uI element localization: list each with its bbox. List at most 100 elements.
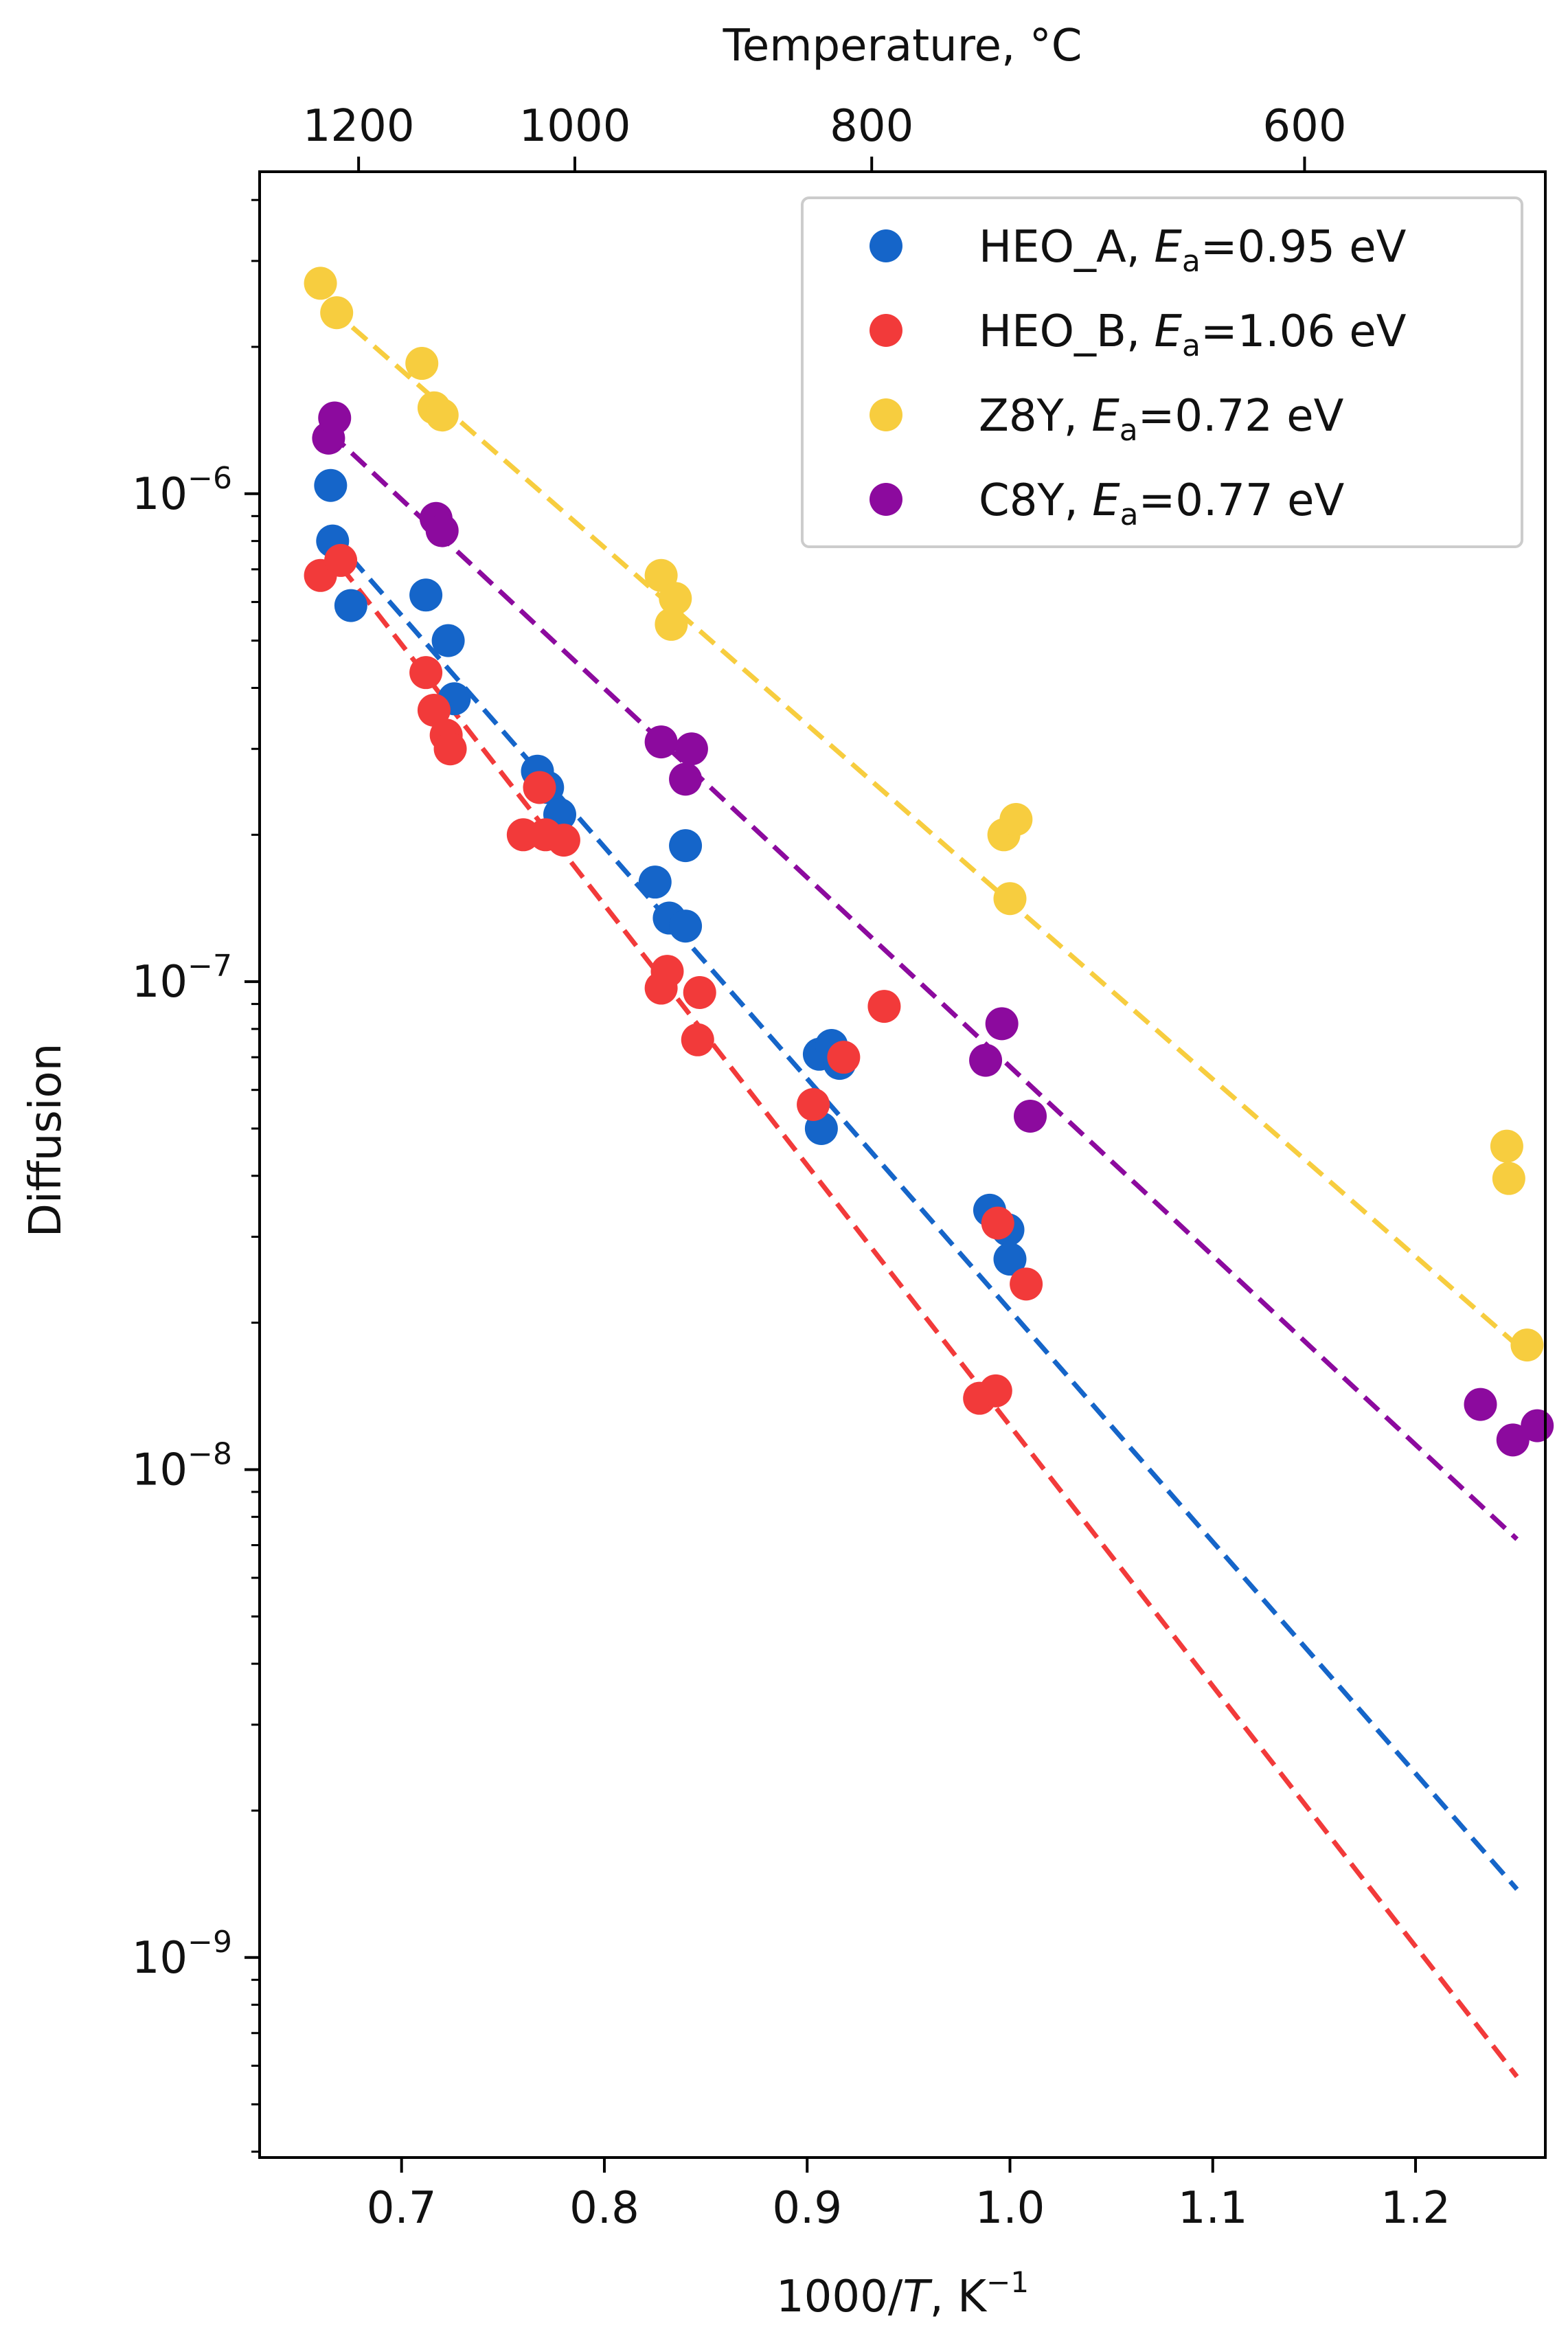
point-c8y (985, 1007, 1019, 1041)
point-c8y (1496, 1423, 1530, 1457)
x-axis-title: 1000/T, K−1 (776, 2265, 1029, 2322)
legend-label: HEO_B, Ea=1.06 eV (979, 306, 1407, 363)
y-tick-base: 10 (132, 957, 188, 1008)
point-z8y (304, 267, 337, 300)
point-heo-a (431, 624, 465, 657)
point-heo-b (650, 955, 684, 988)
point-heo-b (867, 990, 901, 1023)
point-c8y (669, 762, 703, 796)
legend-series-name: Z8Y (979, 391, 1065, 442)
point-heo-b (797, 1087, 830, 1121)
x-tick-label: 1.2 (1380, 2183, 1451, 2234)
y-tick-base: 10 (132, 469, 188, 520)
point-heo-a (409, 578, 443, 612)
top-tick-label: 600 (1262, 101, 1346, 152)
point-z8y (405, 347, 439, 381)
point-heo-b (981, 1206, 1014, 1240)
point-heo-b (523, 771, 556, 804)
x-tick-label: 0.7 (367, 2183, 437, 2234)
legend-ea-subscript: a (1182, 328, 1201, 363)
point-z8y (659, 582, 692, 615)
legend-ea-subscript: a (1120, 497, 1139, 532)
x-tick-label: 0.9 (772, 2183, 842, 2234)
legend-series-name: HEO_A (979, 222, 1126, 273)
point-heo-a (669, 909, 703, 943)
point-heo-b (683, 975, 716, 1009)
point-heo-b (681, 1023, 714, 1056)
point-heo-a (314, 468, 348, 502)
point-c8y (1464, 1388, 1497, 1421)
point-z8y (1510, 1328, 1544, 1362)
legend-marker (870, 314, 902, 347)
point-heo-b (1010, 1267, 1043, 1301)
point-c8y (674, 732, 708, 766)
x-tick-label: 1.1 (1178, 2183, 1248, 2234)
data-points (304, 267, 1554, 1457)
legend-ea-subscript: a (1120, 413, 1138, 448)
point-heo-b (409, 656, 443, 690)
legend-ea-symbol: E (1092, 475, 1120, 526)
point-c8y (1014, 1099, 1047, 1133)
legend-ea-value: =0.72 eV (1138, 391, 1344, 442)
point-z8y (999, 802, 1033, 836)
legend-separator: , (1064, 391, 1092, 442)
x-tick-label: 1.0 (975, 2183, 1045, 2234)
x-axis-title-sup: −1 (986, 2265, 1029, 2299)
point-c8y (425, 514, 459, 547)
y-tick-exponent: −7 (188, 949, 232, 984)
point-z8y (425, 398, 459, 432)
plot-frame (258, 170, 1547, 2159)
point-c8y (644, 725, 678, 759)
x-tick-label: 0.8 (569, 2183, 639, 2234)
x-axis-title-italic: T (902, 2272, 933, 2322)
point-heo-a (669, 829, 703, 863)
legend-separator: , (1126, 222, 1155, 273)
fit-line-z8y (329, 306, 1519, 1347)
legend-separator: , (1065, 475, 1093, 526)
top-tick-label: 1200 (303, 101, 415, 152)
legend-series-name: HEO_B (979, 306, 1126, 357)
legend-separator: , (1126, 306, 1155, 357)
y-tick-exponent: −8 (188, 1436, 232, 1471)
point-heo-a (993, 1243, 1027, 1276)
point-z8y (655, 607, 688, 641)
point-heo-b (324, 543, 358, 577)
top-tick-label: 800 (830, 101, 913, 152)
legend-ea-symbol: E (1154, 222, 1182, 273)
point-heo-a (334, 589, 367, 622)
legend-ea-value: =1.06 eV (1201, 306, 1407, 357)
point-c8y (969, 1043, 1003, 1077)
legend-label: C8Y, Ea=0.77 eV (979, 475, 1344, 532)
legend-ea-value: =0.77 eV (1139, 475, 1345, 526)
legend-label: Z8Y, Ea=0.72 eV (979, 391, 1344, 448)
point-heo-a (638, 865, 672, 899)
y-tick-exponent: −9 (188, 1925, 232, 1960)
point-heo-b (979, 1374, 1012, 1407)
y-tick-label: 10−9 (132, 1925, 232, 1984)
point-z8y (1492, 1162, 1525, 1195)
point-heo-b (547, 824, 580, 857)
legend-ea-value: =0.95 eV (1201, 222, 1407, 273)
y-tick-label: 10−7 (132, 949, 232, 1008)
top-axis-title: Temperature, °C (723, 21, 1082, 71)
x-axis-title-suffix: , K (929, 2272, 988, 2322)
legend-series-name: C8Y (979, 475, 1065, 526)
point-z8y (320, 296, 354, 330)
top-tick-label: 1000 (519, 101, 631, 152)
y-tick-base: 10 (132, 1933, 188, 1984)
y-axis-title: Diffusion (21, 1043, 71, 1238)
point-heo-b (433, 732, 467, 766)
y-tick-label: 10−8 (132, 1436, 232, 1495)
y-tick-exponent: −6 (188, 461, 232, 496)
x-axis-title-prefix: 1000/ (776, 2272, 903, 2322)
fit-lines (328, 306, 1519, 2079)
legend-box (801, 196, 1523, 548)
legend-marker (870, 398, 902, 431)
fit-line-c8y (328, 431, 1519, 1541)
y-tick-label: 10−6 (132, 461, 232, 520)
legend-label: HEO_A, Ea=0.95 eV (979, 222, 1407, 279)
point-heo-b (417, 693, 451, 727)
